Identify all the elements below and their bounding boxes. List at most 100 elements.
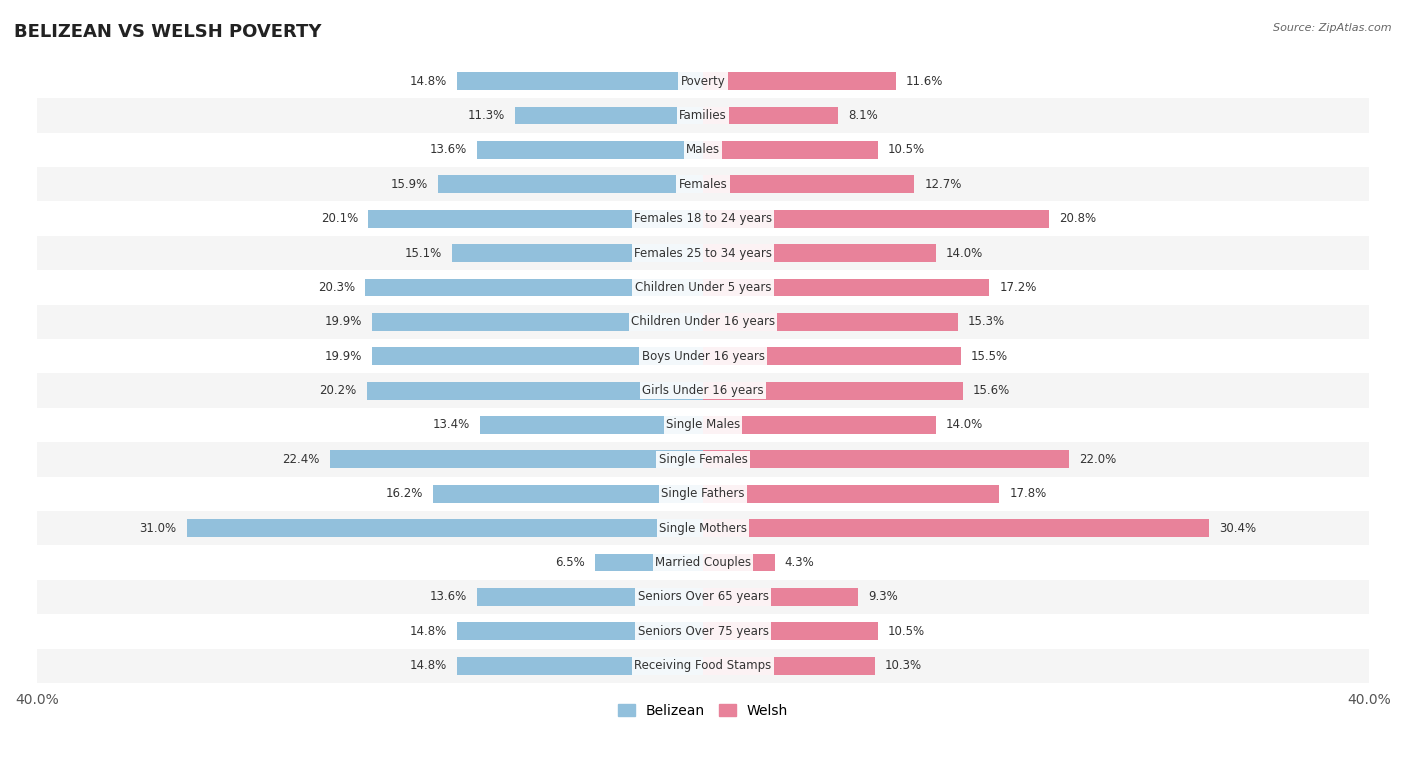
Text: 20.3%: 20.3%	[318, 281, 354, 294]
Text: Single Fathers: Single Fathers	[661, 487, 745, 500]
Bar	[37, 271, 1369, 305]
Text: 10.5%: 10.5%	[887, 625, 925, 637]
Bar	[368, 210, 703, 227]
Text: Source: ZipAtlas.com: Source: ZipAtlas.com	[1274, 23, 1392, 33]
Bar	[703, 519, 1209, 537]
Bar	[37, 477, 1369, 511]
Text: 15.3%: 15.3%	[967, 315, 1005, 328]
Bar	[367, 382, 703, 399]
Text: 15.9%: 15.9%	[391, 178, 429, 191]
Text: Females 25 to 34 years: Females 25 to 34 years	[634, 246, 772, 259]
Text: Seniors Over 75 years: Seniors Over 75 years	[637, 625, 769, 637]
Bar	[457, 72, 703, 90]
Text: 11.3%: 11.3%	[468, 109, 505, 122]
Text: 19.9%: 19.9%	[325, 315, 361, 328]
Bar	[37, 202, 1369, 236]
Text: Single Males: Single Males	[666, 418, 740, 431]
Bar	[515, 107, 703, 124]
Bar	[37, 614, 1369, 649]
Bar	[37, 580, 1369, 614]
Bar	[595, 553, 703, 572]
Bar	[703, 382, 963, 399]
Text: 14.8%: 14.8%	[409, 625, 447, 637]
Bar	[457, 622, 703, 641]
Text: 13.6%: 13.6%	[429, 143, 467, 156]
Text: 12.7%: 12.7%	[925, 178, 962, 191]
Bar	[703, 347, 962, 365]
Bar	[187, 519, 703, 537]
Bar	[37, 511, 1369, 545]
Bar	[37, 99, 1369, 133]
Text: Single Females: Single Females	[658, 453, 748, 466]
Text: 13.4%: 13.4%	[433, 418, 470, 431]
Text: 17.2%: 17.2%	[1000, 281, 1036, 294]
Bar	[703, 485, 1000, 503]
Text: 31.0%: 31.0%	[139, 522, 177, 534]
Bar	[703, 72, 896, 90]
Text: 9.3%: 9.3%	[868, 590, 897, 603]
Bar	[703, 553, 775, 572]
Text: 20.2%: 20.2%	[319, 384, 357, 397]
Text: 10.5%: 10.5%	[887, 143, 925, 156]
Text: Seniors Over 65 years: Seniors Over 65 years	[637, 590, 769, 603]
Bar	[37, 339, 1369, 374]
Bar	[703, 450, 1070, 468]
Text: Single Mothers: Single Mothers	[659, 522, 747, 534]
Bar	[37, 649, 1369, 683]
Text: Boys Under 16 years: Boys Under 16 years	[641, 349, 765, 363]
Bar	[477, 588, 703, 606]
Legend: Belizean, Welsh: Belizean, Welsh	[613, 698, 793, 723]
Bar	[37, 408, 1369, 442]
Bar	[703, 416, 936, 434]
Bar	[703, 141, 877, 159]
Bar	[371, 313, 703, 330]
Text: Married Couples: Married Couples	[655, 556, 751, 569]
Bar	[703, 244, 936, 262]
Bar	[479, 416, 703, 434]
Text: 20.8%: 20.8%	[1059, 212, 1097, 225]
Bar	[439, 175, 703, 193]
Text: 14.8%: 14.8%	[409, 74, 447, 88]
Text: 22.4%: 22.4%	[283, 453, 321, 466]
Text: BELIZEAN VS WELSH POVERTY: BELIZEAN VS WELSH POVERTY	[14, 23, 322, 41]
Text: 14.0%: 14.0%	[946, 246, 983, 259]
Text: 16.2%: 16.2%	[385, 487, 423, 500]
Bar	[37, 545, 1369, 580]
Text: Poverty: Poverty	[681, 74, 725, 88]
Text: Children Under 5 years: Children Under 5 years	[634, 281, 772, 294]
Text: 6.5%: 6.5%	[555, 556, 585, 569]
Text: Females: Females	[679, 178, 727, 191]
Bar	[371, 347, 703, 365]
Text: Receiving Food Stamps: Receiving Food Stamps	[634, 659, 772, 672]
Text: 15.6%: 15.6%	[973, 384, 1010, 397]
Bar	[451, 244, 703, 262]
Text: Girls Under 16 years: Girls Under 16 years	[643, 384, 763, 397]
Text: 17.8%: 17.8%	[1010, 487, 1046, 500]
Text: 10.3%: 10.3%	[884, 659, 922, 672]
Bar	[37, 374, 1369, 408]
Bar	[37, 236, 1369, 271]
Text: 20.1%: 20.1%	[321, 212, 359, 225]
Bar	[433, 485, 703, 503]
Bar	[703, 622, 877, 641]
Bar	[37, 64, 1369, 99]
Text: 15.5%: 15.5%	[972, 349, 1008, 363]
Bar	[703, 313, 957, 330]
Text: 19.9%: 19.9%	[325, 349, 361, 363]
Bar	[37, 133, 1369, 167]
Bar	[703, 278, 990, 296]
Text: 14.0%: 14.0%	[946, 418, 983, 431]
Text: 30.4%: 30.4%	[1219, 522, 1257, 534]
Bar	[703, 175, 914, 193]
Bar	[703, 210, 1049, 227]
Bar	[37, 305, 1369, 339]
Text: Females 18 to 24 years: Females 18 to 24 years	[634, 212, 772, 225]
Text: 15.1%: 15.1%	[405, 246, 441, 259]
Text: 22.0%: 22.0%	[1080, 453, 1116, 466]
Text: Children Under 16 years: Children Under 16 years	[631, 315, 775, 328]
Bar	[37, 442, 1369, 477]
Text: 11.6%: 11.6%	[907, 74, 943, 88]
Bar	[477, 141, 703, 159]
Bar	[703, 107, 838, 124]
Text: 13.6%: 13.6%	[429, 590, 467, 603]
